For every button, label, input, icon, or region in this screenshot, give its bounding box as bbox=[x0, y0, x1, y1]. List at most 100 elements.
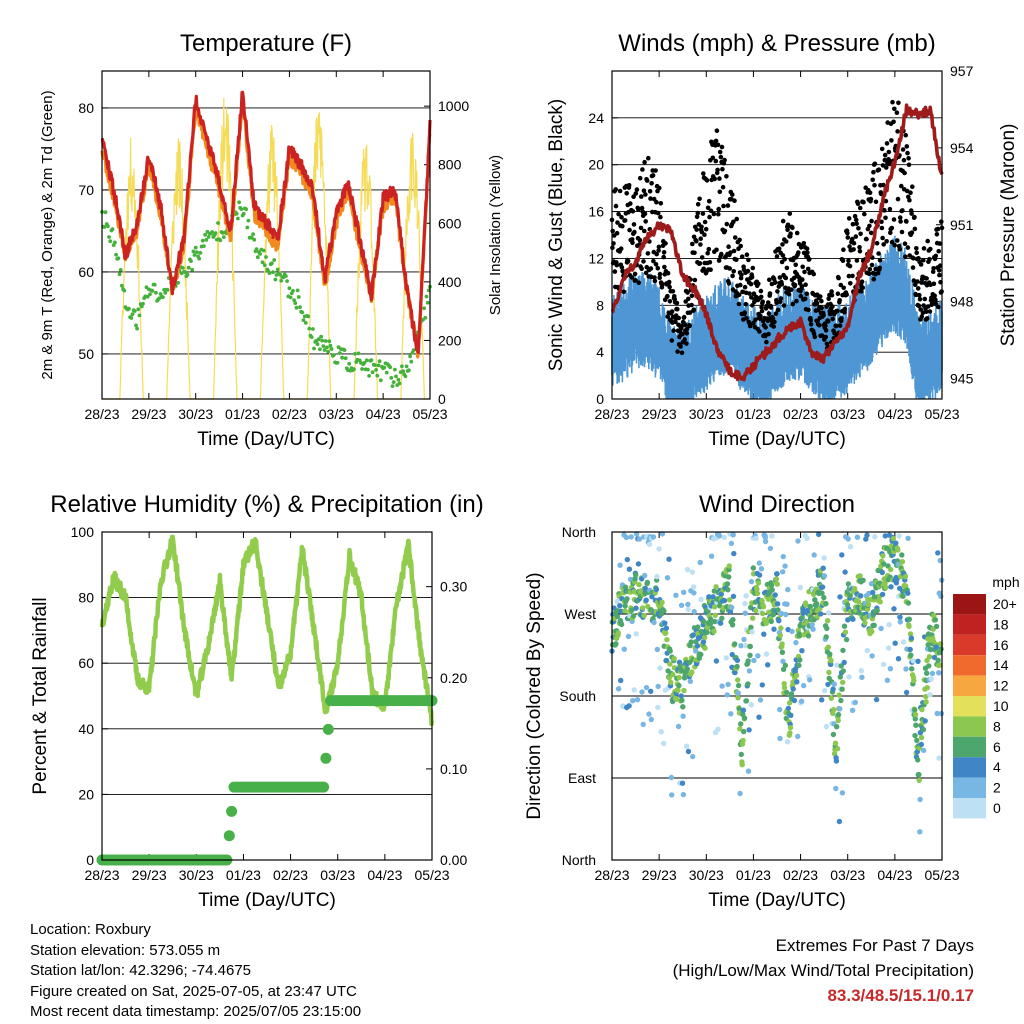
direction-direction-point bbox=[713, 584, 719, 590]
winds-gust-point bbox=[738, 282, 743, 288]
winds-gust-point bbox=[889, 239, 895, 245]
winds-gust-point bbox=[927, 309, 933, 314]
direction-direction-point bbox=[936, 755, 942, 761]
temperature-dewpoint-point bbox=[130, 312, 135, 317]
direction-direction-point bbox=[676, 674, 682, 681]
winds-gust-point bbox=[625, 258, 631, 264]
winds-gust-point bbox=[711, 211, 717, 217]
winds-gust-point bbox=[627, 227, 632, 233]
humidity-y-tick-label: 60 bbox=[78, 655, 94, 671]
direction-direction-point bbox=[684, 666, 690, 672]
winds-gust-point bbox=[780, 253, 786, 258]
winds-gust-point bbox=[774, 300, 779, 306]
temperature-dewpoint-point bbox=[204, 238, 209, 242]
winds-gust-point bbox=[737, 237, 742, 243]
winds-gust-point bbox=[905, 245, 911, 250]
direction-direction-point bbox=[895, 547, 901, 553]
temperature-dewpoint-point bbox=[200, 238, 205, 243]
direction-direction-point bbox=[900, 593, 906, 599]
direction-direction-point bbox=[711, 628, 717, 634]
direction-direction-point bbox=[923, 699, 929, 705]
winds-gust-point bbox=[610, 228, 615, 234]
winds-gust-point bbox=[891, 217, 897, 222]
winds-gust-point bbox=[909, 230, 915, 235]
winds-gust-point bbox=[861, 199, 866, 205]
temperature-dewpoint-point bbox=[316, 337, 321, 342]
winds-gust-point bbox=[902, 241, 908, 246]
winds-chart: Winds (mph) & Pressure (mb) 28/23 29/23 30/… bbox=[546, 30, 1019, 450]
direction-direction-point bbox=[651, 619, 657, 626]
direction-direction-point bbox=[758, 566, 765, 572]
winds-gust-point bbox=[772, 280, 778, 285]
direction-direction-point bbox=[732, 669, 738, 676]
direction-direction-point bbox=[749, 629, 755, 635]
winds-gust-point bbox=[700, 211, 706, 216]
winds-gust-point bbox=[879, 225, 885, 231]
winds-gust-point bbox=[702, 232, 707, 237]
winds-gust-point bbox=[936, 267, 942, 273]
winds-gust-point bbox=[883, 215, 888, 221]
direction-direction-point bbox=[859, 674, 865, 680]
direction-direction-point bbox=[804, 535, 810, 541]
winds-gust-point bbox=[680, 331, 685, 337]
direction-direction-point bbox=[762, 538, 769, 545]
winds-gust-point bbox=[848, 281, 853, 286]
direction-direction-point bbox=[893, 540, 899, 546]
winds-gust-point bbox=[707, 214, 712, 220]
direction-direction-point bbox=[776, 618, 782, 624]
winds-gust-point bbox=[868, 196, 874, 202]
temperature-dewpoint-point bbox=[129, 316, 134, 320]
direction-direction-point bbox=[689, 569, 696, 575]
winds-gust-point bbox=[880, 163, 886, 168]
winds-gust-point bbox=[715, 167, 720, 173]
winds-gust-point bbox=[648, 196, 653, 201]
winds-gust-point bbox=[823, 328, 829, 333]
temperature-dewpoint-point bbox=[154, 290, 158, 295]
winds-gust-point bbox=[665, 314, 670, 319]
direction-direction-point bbox=[886, 622, 892, 628]
direction-direction-point bbox=[820, 565, 826, 571]
winds-gust-point bbox=[666, 279, 672, 285]
direction-direction-point bbox=[684, 743, 690, 749]
winds-gust-point bbox=[758, 288, 764, 294]
direction-direction-point bbox=[621, 646, 627, 652]
direction-direction-point bbox=[741, 636, 747, 643]
winds-gust-point bbox=[647, 189, 653, 194]
humidity-precip-point bbox=[318, 781, 330, 793]
direction-direction-point bbox=[759, 597, 765, 604]
temperature-dewpoint-point bbox=[376, 363, 381, 368]
winds-gust-point bbox=[654, 199, 659, 205]
winds-gust-point bbox=[708, 267, 713, 273]
direction-direction-point bbox=[831, 681, 837, 687]
winds-gust-point bbox=[931, 281, 937, 287]
direction-direction-point bbox=[772, 592, 778, 598]
winds-gust-point bbox=[708, 208, 714, 214]
temperature-dewpoint-point bbox=[384, 370, 389, 375]
winds-gust-point bbox=[880, 235, 885, 241]
direction-direction-point bbox=[785, 705, 792, 712]
winds-gust-point bbox=[782, 256, 787, 262]
direction-direction-point bbox=[626, 703, 632, 709]
temperature-dewpoint-point bbox=[382, 365, 387, 370]
winds-gust-point bbox=[906, 156, 911, 161]
temperature-dewpoint-point bbox=[136, 307, 141, 312]
winds-gust-point bbox=[692, 250, 697, 256]
direction-direction-point bbox=[924, 685, 930, 691]
winds-gust-point bbox=[805, 266, 811, 272]
winds-gust-point bbox=[679, 350, 685, 356]
winds-gust-point bbox=[713, 158, 719, 164]
direction-direction-point bbox=[919, 706, 925, 713]
temperature-x-tick-label: 04/23 bbox=[366, 406, 401, 422]
humidity-x-tick-label: 03/23 bbox=[320, 867, 355, 883]
temperature-dewpoint-point bbox=[134, 323, 138, 328]
direction-direction-point bbox=[747, 643, 753, 650]
direction-direction-point bbox=[908, 652, 914, 658]
humidity-y-tick-label: 0 bbox=[86, 852, 94, 868]
temperature-y-tick-label: 60 bbox=[78, 264, 94, 280]
winds-gust-point bbox=[734, 257, 739, 263]
direction-direction-point bbox=[931, 654, 938, 661]
direction-direction-point bbox=[759, 610, 766, 617]
winds-gust-point bbox=[661, 254, 666, 260]
direction-direction-point bbox=[858, 593, 864, 599]
temperature-dewpoint-point bbox=[244, 207, 249, 212]
